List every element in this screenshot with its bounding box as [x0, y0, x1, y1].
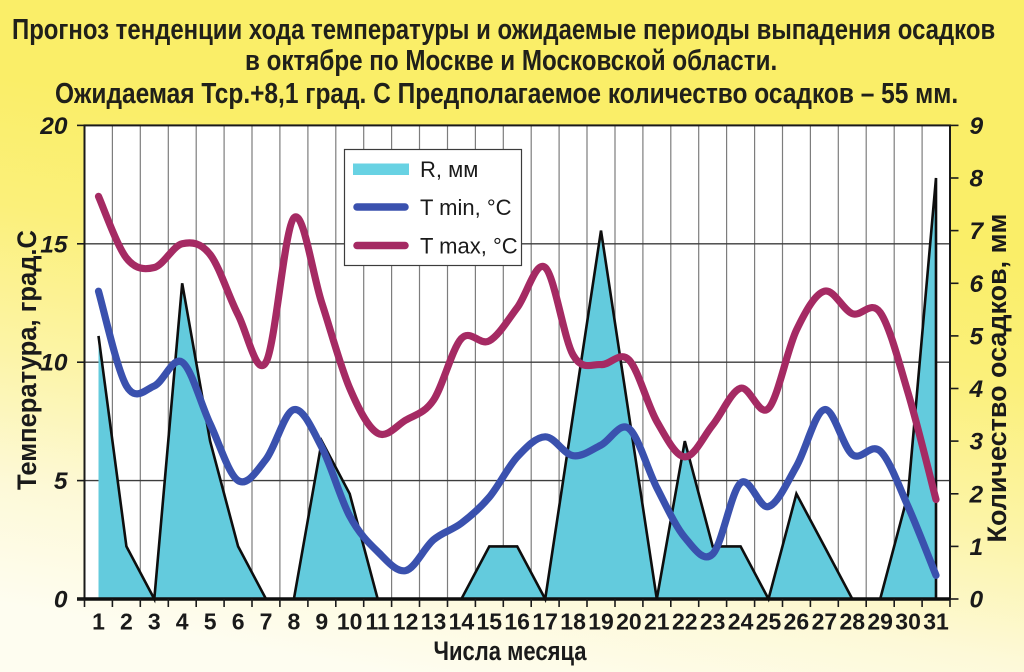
- svg-text:28: 28: [840, 609, 866, 635]
- svg-text:3: 3: [148, 609, 161, 635]
- svg-text:4: 4: [176, 609, 189, 635]
- svg-text:9: 9: [970, 113, 984, 140]
- svg-text:20: 20: [616, 609, 642, 635]
- svg-text:8: 8: [288, 609, 301, 635]
- svg-text:10: 10: [40, 350, 68, 377]
- svg-text:5: 5: [54, 468, 68, 495]
- svg-text:6: 6: [970, 271, 984, 298]
- svg-text:19: 19: [588, 609, 614, 635]
- svg-text:R, мм: R, мм: [420, 157, 478, 182]
- svg-text:8: 8: [970, 166, 984, 193]
- svg-text:T max, °C: T max, °C: [420, 234, 518, 259]
- svg-text:9: 9: [315, 609, 328, 635]
- svg-text:15: 15: [477, 609, 503, 635]
- svg-text:31: 31: [923, 609, 949, 635]
- svg-text:18: 18: [560, 609, 586, 635]
- svg-text:30: 30: [895, 609, 921, 635]
- svg-text:12: 12: [393, 609, 419, 635]
- svg-text:1: 1: [92, 609, 105, 635]
- svg-text:13: 13: [421, 609, 447, 635]
- svg-text:26: 26: [784, 609, 810, 635]
- svg-text:11: 11: [366, 609, 391, 635]
- svg-text:10: 10: [337, 609, 363, 635]
- svg-text:Числа месяца: Числа месяца: [434, 636, 588, 666]
- svg-text:22: 22: [672, 609, 698, 635]
- svg-text:23: 23: [700, 609, 726, 635]
- svg-text:3: 3: [970, 429, 984, 456]
- svg-text:25: 25: [756, 609, 782, 635]
- svg-text:1: 1: [970, 534, 984, 561]
- svg-text:4: 4: [969, 376, 984, 403]
- svg-text:0: 0: [970, 587, 984, 614]
- svg-text:6: 6: [232, 609, 245, 635]
- svg-text:7: 7: [260, 609, 273, 635]
- svg-text:27: 27: [812, 609, 838, 635]
- svg-text:2: 2: [969, 481, 984, 508]
- svg-text:15: 15: [40, 231, 68, 258]
- svg-text:16: 16: [504, 609, 530, 635]
- svg-text:21: 21: [644, 609, 670, 635]
- svg-text:17: 17: [532, 609, 558, 635]
- svg-text:0: 0: [54, 587, 68, 614]
- svg-text:T min, °C: T min, °C: [420, 195, 512, 220]
- svg-text:7: 7: [970, 218, 985, 245]
- svg-text:14: 14: [449, 609, 475, 635]
- svg-text:5: 5: [970, 323, 984, 350]
- svg-text:24: 24: [728, 609, 754, 635]
- svg-text:2: 2: [120, 609, 133, 635]
- svg-text:29: 29: [867, 609, 893, 635]
- svg-text:Количество осадков, мм: Количество осадков, мм: [982, 214, 1012, 543]
- svg-text:20: 20: [39, 113, 68, 140]
- svg-text:Температура, град.С: Температура, град.С: [12, 230, 42, 490]
- svg-text:5: 5: [204, 609, 217, 635]
